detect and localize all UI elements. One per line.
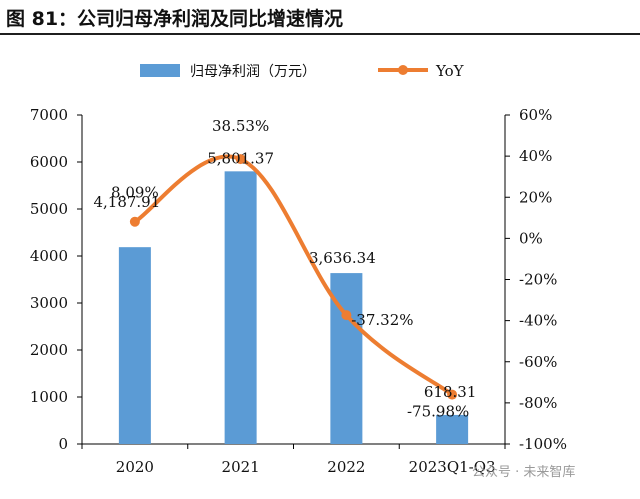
left-y-tick-label: 7000: [30, 106, 68, 124]
left-y-tick-label: 0: [58, 435, 68, 453]
title-underline: [0, 33, 640, 35]
yoy-value-label: 38.53%: [212, 117, 269, 135]
bar-value-label: 618.31: [424, 383, 477, 401]
right-y-tick-label: 0%: [519, 229, 543, 247]
legend-bar-swatch: [140, 64, 180, 77]
bar-net-profit: [436, 414, 469, 444]
yoy-marker: [341, 310, 352, 321]
right-y-tick-label: 60%: [519, 106, 552, 124]
watermark-text: 公众号 · 未来智库: [472, 465, 576, 480]
left-y-tick-label: 1000: [30, 388, 68, 406]
right-y-tick-label: -40%: [519, 312, 557, 330]
legend-line-marker: [398, 65, 408, 75]
right-y-tick-label: 20%: [519, 188, 552, 206]
right-y-tick-label: 40%: [519, 147, 552, 165]
bar-value-label: 5,801.37: [207, 149, 274, 167]
yoy-value-label: -75.98%: [407, 403, 469, 421]
yoy-marker: [447, 389, 458, 400]
yoy-marker: [235, 154, 246, 165]
yoy-line: [132, 154, 455, 397]
right-y-tick-label: -60%: [519, 353, 557, 371]
x-tick-label: 2023Q1-Q3: [409, 458, 496, 476]
left-y-tick-label: 6000: [30, 153, 68, 171]
figure-title: 图 81：公司归母净利润及同比增速情况: [6, 8, 344, 30]
bar-net-profit: [118, 247, 151, 444]
figure-title-bar: 图 81：公司归母净利润及同比增速情况: [0, 0, 640, 35]
x-tick-label: 2022: [327, 458, 365, 476]
right-y-tick-label: -80%: [519, 394, 557, 412]
x-tick-label: 2021: [222, 458, 260, 476]
yoy-value-label: 8.09%: [111, 184, 159, 202]
yoy-value-label: -37.32%: [351, 311, 413, 329]
yoy-marker: [129, 216, 140, 227]
bar-value-label: 4,187.91: [93, 193, 160, 211]
right-y-tick-label: -100%: [519, 435, 567, 453]
right-y-tick-label: -20%: [519, 271, 557, 289]
left-y-tick-label: 2000: [30, 341, 68, 359]
left-y-tick-label: 3000: [30, 294, 68, 312]
bar-net-profit: [224, 171, 257, 444]
legend-line-label: YoY: [435, 62, 465, 80]
left-y-tick-label: 4000: [30, 247, 68, 265]
x-tick-label: 2020: [116, 458, 154, 476]
left-y-tick-label: 5000: [30, 200, 68, 218]
bar-value-label: 3,636.34: [309, 249, 376, 267]
legend-bar-label: 归母净利润（万元）: [190, 63, 316, 80]
